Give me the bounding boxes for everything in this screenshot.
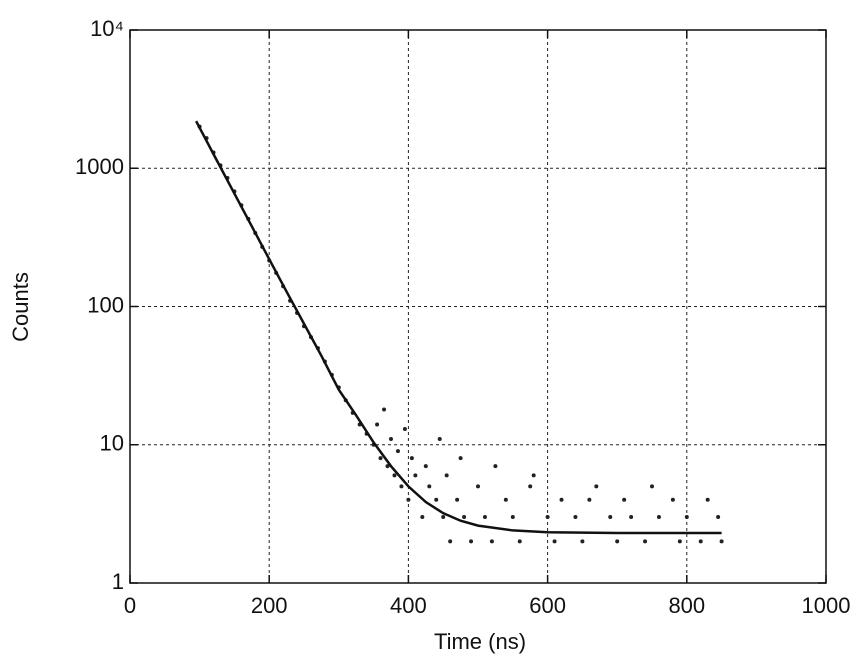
y-tick-label: 10⁴ bbox=[90, 16, 124, 41]
data-point bbox=[434, 497, 439, 502]
data-point bbox=[629, 515, 634, 520]
data-point bbox=[389, 437, 393, 442]
y-tick-label: 100 bbox=[87, 292, 124, 317]
data-point bbox=[573, 515, 578, 520]
y-tick-label: 1000 bbox=[75, 154, 124, 179]
x-tick-label: 200 bbox=[251, 593, 288, 618]
data-point bbox=[406, 497, 411, 502]
x-tick-label: 400 bbox=[390, 593, 427, 618]
data-point bbox=[455, 497, 460, 502]
data-point bbox=[545, 515, 550, 520]
data-point bbox=[493, 464, 498, 469]
x-tick-label: 800 bbox=[668, 593, 705, 618]
data-point bbox=[489, 539, 494, 544]
data-point bbox=[622, 497, 627, 502]
data-point bbox=[559, 497, 564, 502]
data-point bbox=[413, 473, 418, 478]
data-point bbox=[420, 515, 425, 520]
data-point bbox=[531, 473, 536, 478]
data-point bbox=[382, 407, 387, 412]
data-point bbox=[684, 515, 689, 520]
data-point bbox=[402, 426, 407, 431]
plot-frame bbox=[129, 29, 827, 584]
data-point bbox=[395, 449, 400, 454]
data-point bbox=[482, 515, 487, 520]
data-point bbox=[444, 473, 449, 478]
data-point bbox=[670, 497, 675, 502]
data-point bbox=[656, 515, 661, 520]
data-point bbox=[615, 539, 620, 544]
x-tick-label: 600 bbox=[529, 593, 566, 618]
data-point bbox=[375, 422, 380, 427]
data-point bbox=[698, 539, 703, 544]
y-axis-label: Counts bbox=[8, 272, 33, 342]
data-point bbox=[580, 539, 585, 544]
y-tick-label: 10 bbox=[100, 431, 124, 456]
y-tick-label: 1 bbox=[112, 569, 124, 594]
data-point bbox=[448, 539, 453, 544]
data-point bbox=[462, 515, 467, 520]
data-point bbox=[510, 515, 515, 520]
data-point bbox=[594, 484, 599, 489]
data-point bbox=[423, 464, 428, 469]
data-point bbox=[650, 484, 654, 489]
x-tick-label: 0 bbox=[124, 593, 136, 618]
data-point bbox=[719, 539, 724, 544]
data-point bbox=[392, 473, 397, 478]
data-point bbox=[399, 484, 404, 489]
data-point bbox=[441, 515, 446, 520]
data-point bbox=[677, 539, 682, 544]
data-point bbox=[552, 539, 557, 544]
data-point bbox=[476, 484, 480, 489]
data-point bbox=[716, 515, 721, 520]
data-point bbox=[517, 539, 522, 544]
data-point bbox=[409, 456, 414, 461]
data-point bbox=[469, 539, 474, 544]
data-point bbox=[378, 456, 383, 461]
data-point bbox=[705, 497, 710, 502]
data-point bbox=[587, 497, 592, 502]
x-axis-label: Time (ns) bbox=[434, 629, 526, 654]
fit-line bbox=[195, 120, 722, 535]
data-point bbox=[528, 484, 533, 489]
x-tick-label: 1000 bbox=[802, 593, 851, 618]
data-point bbox=[385, 464, 390, 469]
data-point bbox=[437, 437, 442, 442]
data-point bbox=[643, 539, 648, 544]
data-point bbox=[458, 456, 463, 461]
data-point bbox=[608, 515, 613, 520]
data-point bbox=[503, 497, 508, 502]
data-point bbox=[427, 484, 432, 489]
